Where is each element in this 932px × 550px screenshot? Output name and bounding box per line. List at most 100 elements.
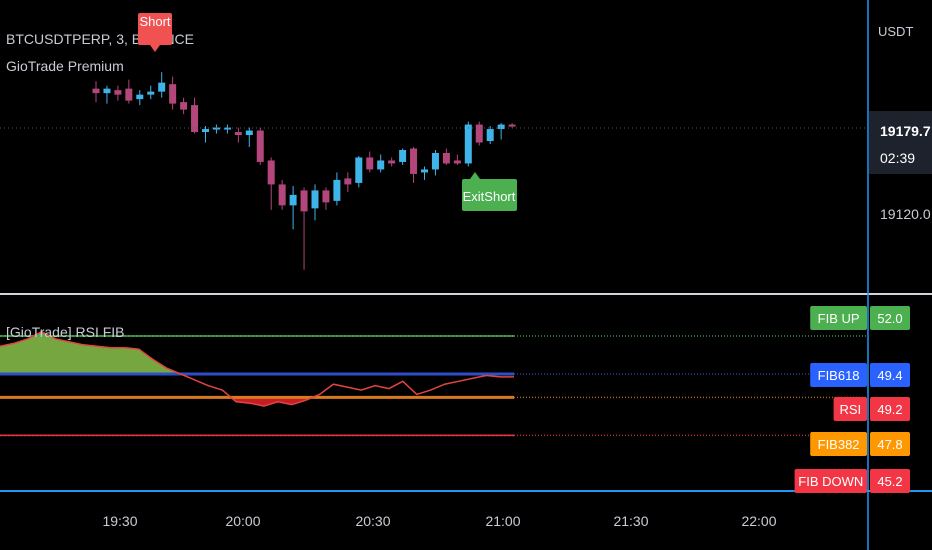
level-name: FIB618 [818, 368, 860, 383]
candle[interactable] [147, 85, 155, 100]
candle[interactable] [464, 121, 472, 167]
exit-short-label: ExitShort [463, 189, 516, 204]
candle[interactable] [486, 126, 494, 145]
candle-body [300, 190, 308, 212]
candle-body [333, 179, 341, 201]
candle-body [508, 124, 516, 127]
candle-body [234, 132, 242, 136]
candle[interactable] [355, 155, 363, 188]
candle-body [311, 190, 319, 209]
level-badge: FIB DOWN 45.2 [794, 469, 910, 493]
candle[interactable] [234, 127, 242, 143]
level-badge: RSI 49.2 [833, 397, 910, 421]
candle[interactable] [366, 151, 374, 173]
candle[interactable] [388, 157, 396, 167]
level-name: FIB DOWN [798, 474, 863, 489]
candle[interactable] [103, 85, 111, 104]
candle[interactable] [333, 172, 341, 206]
candle-body [256, 130, 264, 162]
candle[interactable] [136, 90, 144, 106]
level-value: 45.2 [877, 474, 902, 489]
candle[interactable] [300, 187, 308, 270]
candle[interactable] [475, 121, 483, 146]
candle[interactable] [114, 85, 122, 101]
candle-body [421, 169, 428, 173]
level-name-badge [810, 363, 867, 387]
candle[interactable] [191, 97, 199, 134]
candle[interactable] [125, 79, 133, 104]
rsi-overbought-fill [0, 331, 181, 374]
candle[interactable] [256, 127, 264, 165]
last-price-value: 19179.7 [880, 123, 931, 139]
candle-body [497, 124, 505, 130]
candle[interactable] [421, 166, 428, 180]
candle-body [191, 105, 199, 133]
candle-layer[interactable] [92, 72, 516, 270]
candle-body [103, 88, 111, 94]
candle[interactable] [508, 123, 516, 128]
candle[interactable] [442, 148, 450, 165]
short-signal[interactable]: Short [138, 13, 172, 52]
candle-body [202, 129, 209, 133]
level-value: 49.2 [877, 402, 902, 417]
candle[interactable] [453, 154, 461, 165]
candle[interactable] [202, 126, 209, 143]
currency-label: USDT [878, 24, 913, 39]
level-name: FIB382 [818, 437, 860, 452]
candle-body [92, 88, 100, 94]
indicator-name: GioTrade Premium [6, 58, 124, 74]
candle-body [114, 90, 122, 95]
level-name: RSI [839, 402, 861, 417]
level-badge: FIB618 49.4 [810, 363, 910, 387]
time-axis[interactable]: 19:30 20:00 20:30 21:00 21:30 22:00 [102, 513, 776, 529]
short-signal-box [138, 13, 172, 45]
candle-body [245, 130, 253, 136]
level-value-badge [870, 306, 910, 330]
level-name-badge [810, 432, 867, 456]
rsi-line[interactable] [0, 330, 514, 407]
exit-short-signal[interactable]: ExitShort [462, 172, 517, 211]
candle[interactable] [431, 149, 439, 176]
level-name-badge [810, 306, 867, 330]
level-value: 47.8 [877, 437, 902, 452]
time-tick-label: 20:00 [225, 513, 260, 529]
candle[interactable] [311, 184, 319, 221]
candle-body [344, 178, 352, 185]
candle[interactable] [223, 124, 231, 134]
candle[interactable] [410, 147, 418, 183]
level-name-badge [833, 397, 867, 421]
candle[interactable] [267, 157, 275, 210]
candle-body [410, 148, 418, 174]
candle-body [464, 124, 472, 164]
candle[interactable] [180, 97, 188, 115]
candle[interactable] [497, 123, 505, 140]
level-badge: FIB UP 52.0 [810, 306, 910, 330]
time-tick-label: 20:30 [355, 513, 390, 529]
candle-body [223, 127, 231, 130]
level-value: 52.0 [877, 311, 902, 326]
level-name: FIB UP [818, 311, 860, 326]
candle[interactable] [245, 127, 253, 148]
price-tick: 19120.0 [880, 206, 931, 222]
candle[interactable] [158, 72, 166, 98]
candle-body [399, 149, 407, 162]
candle-body [475, 124, 483, 143]
candle[interactable] [399, 148, 407, 165]
candle[interactable] [92, 81, 100, 103]
level-badge: FIB382 47.8 [810, 432, 910, 456]
candle[interactable] [169, 76, 177, 110]
candle-body [388, 160, 396, 164]
candle-body [180, 102, 188, 110]
rsi-layer[interactable] [0, 330, 868, 437]
short-signal-label: Short [139, 14, 170, 29]
candle[interactable] [289, 185, 297, 230]
time-tick-label: 21:00 [485, 513, 520, 529]
candle[interactable] [278, 179, 286, 210]
rsi-panel-title: [GioTrade] RSI FIB [6, 324, 125, 340]
candle[interactable] [344, 172, 352, 192]
level-value-badge [870, 397, 910, 421]
candle[interactable] [322, 187, 330, 210]
candle[interactable] [212, 124, 220, 134]
candle[interactable] [377, 154, 385, 173]
bar-countdown: 02:39 [880, 150, 915, 166]
